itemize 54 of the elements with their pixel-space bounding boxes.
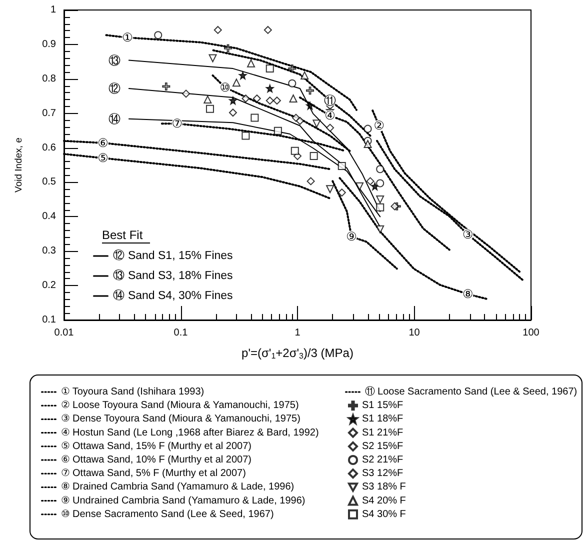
legend-label: ③ Dense Toyoura Sand (Mioura & Yamanouchi, 1975)	[60, 414, 300, 425]
y-tick-label: 0.9	[42, 38, 56, 50]
annotation: ⑫	[108, 82, 120, 96]
y-tick-label: 0.1	[42, 314, 56, 326]
annotation: ①	[122, 30, 133, 45]
legend-label: S2 15%F	[362, 440, 404, 452]
legend-label: ⑧ Drained Cambria Sand (Yamamuro & Lade, 1996)	[60, 482, 294, 493]
y-tick-label: 0.3	[42, 246, 56, 257]
annotation: ⑦	[172, 116, 182, 131]
legend-label: ④ Hostun Sand (Le Long ,1968 after Biarez & Bard, 1992)	[60, 427, 319, 438]
legend-label: S2 21%F	[362, 454, 404, 466]
annotation: ⑨	[346, 230, 357, 244]
legend-label: S1 15%F	[362, 400, 404, 412]
legend-label: S4 30% F	[362, 508, 406, 520]
legend-label: ⑤ Ottawa Sand, 15% F (Murthy et al 2007)	[60, 440, 252, 452]
legend-label: ⑭ Sand S4, 30% Fines	[112, 289, 234, 302]
legend-label: ⑥ Ottawa Sand, 10% F (Murthy et al 2007)	[60, 454, 252, 466]
legend-label: ⑬ Sand S3, 18% Fines	[112, 269, 234, 282]
annotation: ⑭	[108, 112, 120, 126]
x-tick-label: 10	[408, 328, 420, 338]
legend-label: ⑦ Ottawa Sand, 5% F (Murthy et al 2007)	[60, 468, 246, 480]
annotation: ⑤	[98, 151, 108, 166]
y-tick-label: 0.5	[42, 176, 56, 188]
x-tick-label: 100	[522, 328, 540, 338]
legend-label: ① Toyoura Sand (Ishihara 1993)	[60, 386, 204, 398]
x-tick-label: 0.01	[54, 328, 74, 338]
legend-label: S3 18% F	[362, 482, 406, 493]
y-tick-label: 0.2	[42, 280, 56, 292]
annotation: ⑪	[324, 94, 336, 108]
annotation: ⑥	[98, 136, 108, 150]
x-tick-label: 0.1	[174, 328, 188, 338]
legend-label: S1 21%F	[362, 427, 404, 438]
legend-label: ② Loose Toyoura Sand (Mioura & Yamanouchi, 1975)	[60, 400, 299, 412]
y-tick-label: 0.4	[42, 211, 56, 222]
legend-label: S3 12%F	[362, 468, 404, 480]
legend-label: ⑪ Loose Sacramento Sand (Lee & Seed, 1967)	[364, 386, 578, 398]
annotation: Best Fit	[102, 228, 144, 242]
annotation: ⑩	[220, 80, 231, 94]
annotation: ⑧	[462, 287, 474, 302]
legend-label: S1 18%F	[362, 414, 404, 425]
annotation: ③	[462, 228, 474, 242]
legend-label: ⑩ Dense Sacramento Sand (Lee & Seed, 1967)	[60, 508, 274, 520]
annotation: ②	[374, 118, 384, 133]
y-tick-label: 1	[50, 4, 56, 16]
legend-label: S4 20% F	[362, 495, 406, 506]
y-axis-title: Void Index, e	[14, 138, 24, 192]
annotation: ⑬	[108, 53, 120, 68]
y-tick-label: 0.8	[42, 73, 56, 84]
y-tick-label: 0.7	[42, 108, 56, 119]
x-tick-label: 1	[294, 328, 301, 338]
y-tick-label: 0.6	[42, 142, 56, 154]
legend-label: ⑨ Undrained Cambria Sand (Yamamuro & Lade, 1996)	[60, 495, 306, 506]
annotation: ④	[324, 108, 336, 123]
legend-label: ⑫ Sand S1, 15% Fines	[112, 249, 234, 262]
